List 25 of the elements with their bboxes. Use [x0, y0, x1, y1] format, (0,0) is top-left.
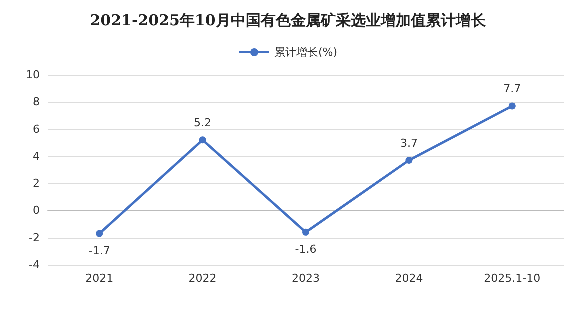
data-label: 7.7: [504, 82, 522, 96]
point: [508, 102, 516, 110]
data-label: 5.2: [194, 116, 212, 130]
x-tick-label: 2021: [86, 272, 114, 285]
x-tick-label: 2022: [188, 272, 217, 285]
y-tick-label: 6: [33, 122, 40, 136]
x-tick-label: 2023: [292, 272, 320, 285]
y-tick-label: -2: [29, 231, 40, 244]
y-tick-label: 4: [33, 150, 40, 163]
point: [302, 228, 310, 236]
chart-title: 2021-2025年10月中国有色金属矿采选业增加值累计增长: [90, 12, 487, 30]
y-tick-label: 2: [33, 177, 40, 190]
legend-label: 累计增长(%): [274, 46, 338, 59]
data-label: -1.7: [88, 244, 110, 258]
point: [96, 230, 104, 238]
x-tick-label: 2025.1-10: [484, 272, 541, 285]
data-label: -1.6: [295, 242, 317, 256]
y-tick-label: -4: [29, 258, 40, 272]
y-tick-label: 8: [33, 96, 40, 109]
data-label: 3.7: [400, 137, 418, 150]
point: [199, 136, 206, 144]
point: [406, 157, 413, 164]
y-tick-label: 10: [26, 68, 40, 82]
x-tick-label: 2024: [395, 272, 424, 285]
y-tick-label: 0: [33, 204, 40, 218]
